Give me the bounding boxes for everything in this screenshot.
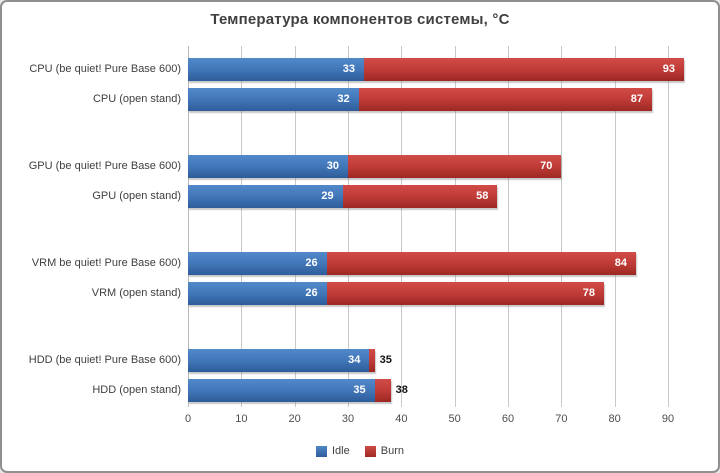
burn-value-label: 38	[395, 384, 408, 396]
bar-row: 33 93	[188, 58, 684, 81]
idle-value-label: 26	[305, 287, 318, 299]
burn-value-label: 78	[582, 287, 595, 299]
category-label: GPU (be quiet! Pure Base 600)	[28, 160, 181, 172]
gridline	[614, 46, 616, 407]
legend-label: Burn	[380, 445, 404, 457]
bar-row: 29 58	[188, 185, 498, 208]
category-label: GPU (open stand)	[92, 190, 181, 202]
bar-idle-segment	[188, 58, 364, 81]
bar-row: 34 35	[188, 349, 392, 372]
category-label: HDD (open stand)	[92, 384, 181, 396]
plot-area: 33 93 32 87 30 70 29 58 26 84 26 78 34 35 35 38	[188, 46, 709, 407]
x-tick-label: 20	[288, 413, 301, 425]
idle-value-label: 26	[305, 257, 318, 269]
idle-value-label: 33	[342, 63, 355, 75]
chart-title: Температура компонентов системы, °C	[210, 11, 510, 28]
gridline	[668, 46, 669, 407]
bar-idle-segment	[188, 282, 327, 305]
burn-value-label: 35	[379, 354, 392, 366]
x-tick-label: 0	[184, 413, 192, 425]
legend-item-idle: Idle	[316, 445, 350, 457]
burn-value-label: 87	[630, 93, 643, 105]
gridline	[561, 46, 563, 407]
x-tick-label: 90	[661, 413, 675, 425]
bar-row: 35 38	[188, 379, 408, 402]
x-tick-label: 60	[501, 413, 515, 425]
bar-idle-segment	[188, 349, 370, 372]
category-axis: CPU (be quiet! Pure Base 600) CPU (open s…	[8, 46, 181, 406]
x-tick-label: 40	[395, 413, 408, 425]
x-tick-label: 10	[235, 413, 248, 425]
legend-swatch-idle-icon	[316, 445, 327, 457]
burn-value-label: 58	[476, 190, 489, 202]
gridline	[294, 46, 296, 407]
bar-idle-segment	[188, 88, 359, 111]
bar-idle-segment	[188, 379, 375, 402]
gridline	[401, 46, 403, 407]
bar-idle-segment	[188, 185, 343, 208]
gridline	[241, 46, 243, 407]
legend-swatch-burn-icon	[364, 445, 376, 457]
bar-idle-segment	[188, 155, 348, 178]
idle-value-label: 29	[321, 190, 334, 202]
bar-row: 26 78	[188, 282, 604, 305]
gridline	[454, 46, 456, 407]
burn-value-label: 84	[614, 257, 627, 269]
category-label: VRM be quiet! Pure Base 600)	[31, 257, 181, 269]
bar-idle-segment	[188, 252, 327, 275]
burn-value-label: 93	[662, 63, 675, 75]
idle-value-label: 32	[337, 93, 350, 105]
idle-value-label: 35	[353, 384, 366, 396]
legend-item-burn: Burn	[364, 445, 404, 457]
idle-value-label: 30	[326, 160, 339, 172]
value-axis-line	[188, 46, 189, 407]
legend: Idle Burn	[2, 442, 718, 460]
category-label: VRM (open stand)	[91, 287, 181, 299]
gridline	[508, 46, 509, 407]
bar-row: 30 70	[188, 155, 562, 178]
gridline	[348, 46, 349, 407]
category-label: HDD (be quiet! Pure Base 600)	[28, 354, 181, 366]
x-tick-label: 80	[608, 413, 621, 425]
x-tick-label: 70	[555, 413, 568, 425]
idle-value-label: 34	[348, 354, 361, 366]
x-tick-label: 50	[448, 413, 461, 425]
category-label: CPU (open stand)	[92, 93, 181, 105]
legend-label: Idle	[332, 445, 350, 457]
category-label: CPU (be quiet! Pure Base 600)	[29, 63, 181, 75]
burn-value-label: 70	[540, 160, 553, 172]
bar-row: 32 87	[188, 88, 652, 111]
bar-row: 26 84	[188, 252, 636, 275]
x-tick-label: 30	[341, 413, 355, 425]
